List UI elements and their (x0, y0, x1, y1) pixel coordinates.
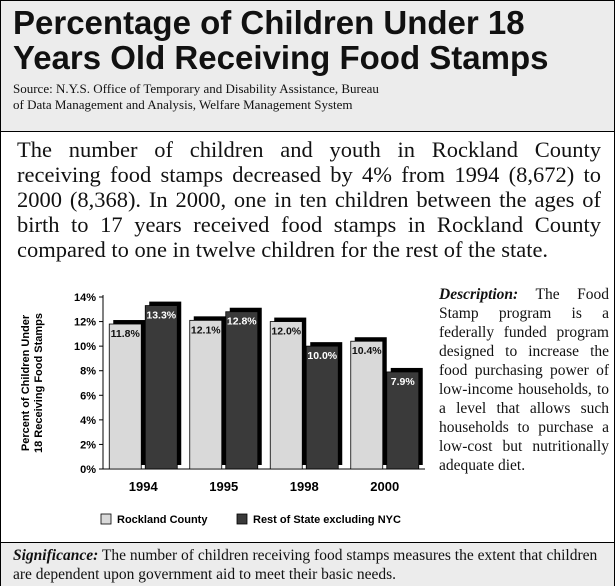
legend-label-rockland: Rockland County (117, 514, 208, 526)
bar-chart: Percent of Children Under 18 Receiving Fo… (20, 292, 425, 526)
x-tick-label: 1994 (129, 479, 159, 494)
page-title: Percentage of Children Under 18 Years Ol… (13, 5, 603, 75)
header-panel: Percentage of Children Under 18 Years Ol… (1, 1, 614, 132)
y-tick-label: 0% (80, 464, 96, 476)
data-label: 13.3% (146, 310, 176, 322)
legend-label-rest-of-state: Rest of State excluding NYC (253, 514, 401, 526)
intro-paragraph: The number of children and youth in Rock… (17, 137, 601, 262)
data-label: 11.8% (111, 328, 141, 340)
description-paragraph: Description: The Food Stamp program is a… (439, 285, 609, 475)
y-tick-label: 2% (80, 439, 96, 451)
data-label: 7.9% (391, 376, 416, 388)
y-tick-label: 6% (80, 390, 96, 402)
source-line-2: of Data Management and Analysis, Welfare… (13, 97, 353, 112)
y-tick-label: 12% (74, 317, 96, 329)
bar-rockland (269, 321, 303, 470)
description-label: Description: (439, 286, 519, 303)
bar-rest-of-state (225, 311, 259, 470)
significance-label: Significance: (13, 547, 99, 564)
bar-rockland (108, 323, 142, 470)
bar-rest-of-state (386, 371, 420, 470)
legend-swatch-rockland (100, 513, 112, 525)
y-tick-label: 10% (74, 341, 96, 353)
bar-rockland (189, 319, 223, 470)
description-text: The Food Stamp program is a federally fu… (439, 286, 609, 474)
y-tick-label: 4% (80, 415, 96, 427)
x-tick-label: 1998 (290, 479, 319, 494)
title-line-1: Percentage of Children Under 18 (13, 4, 525, 41)
x-tick-label: 1995 (209, 479, 238, 494)
y-tick-label: 8% (80, 366, 96, 378)
data-label: 12.8% (227, 316, 257, 328)
data-label: 12.0% (271, 326, 301, 338)
bar-rest-of-state (144, 305, 178, 470)
x-tick-label: 2000 (370, 479, 399, 494)
y-axis-title-line-2: 18 Receiving Food Stamps (33, 313, 45, 453)
y-axis-title-line-1: Percent of Children Under (20, 314, 32, 451)
y-tick-label: 14% (74, 292, 96, 304)
significance-panel: Significance: The number of children rec… (1, 542, 614, 586)
data-label: 12.1% (191, 324, 221, 336)
data-label: 10.0% (307, 350, 337, 362)
legend-swatch-rest-of-state (236, 513, 248, 525)
bar-rockland (350, 340, 384, 470)
significance-text: The number of children receiving food st… (13, 547, 598, 583)
significance-paragraph: Significance: The number of children rec… (13, 546, 605, 584)
bar-rest-of-state (305, 345, 339, 470)
title-line-2: Years Old Receiving Food Stamps (13, 39, 549, 76)
source-note: Source: N.Y.S. Office of Temporary and D… (13, 81, 483, 113)
source-line-1: Source: N.Y.S. Office of Temporary and D… (13, 81, 379, 96)
data-label: 10.4% (352, 345, 382, 357)
